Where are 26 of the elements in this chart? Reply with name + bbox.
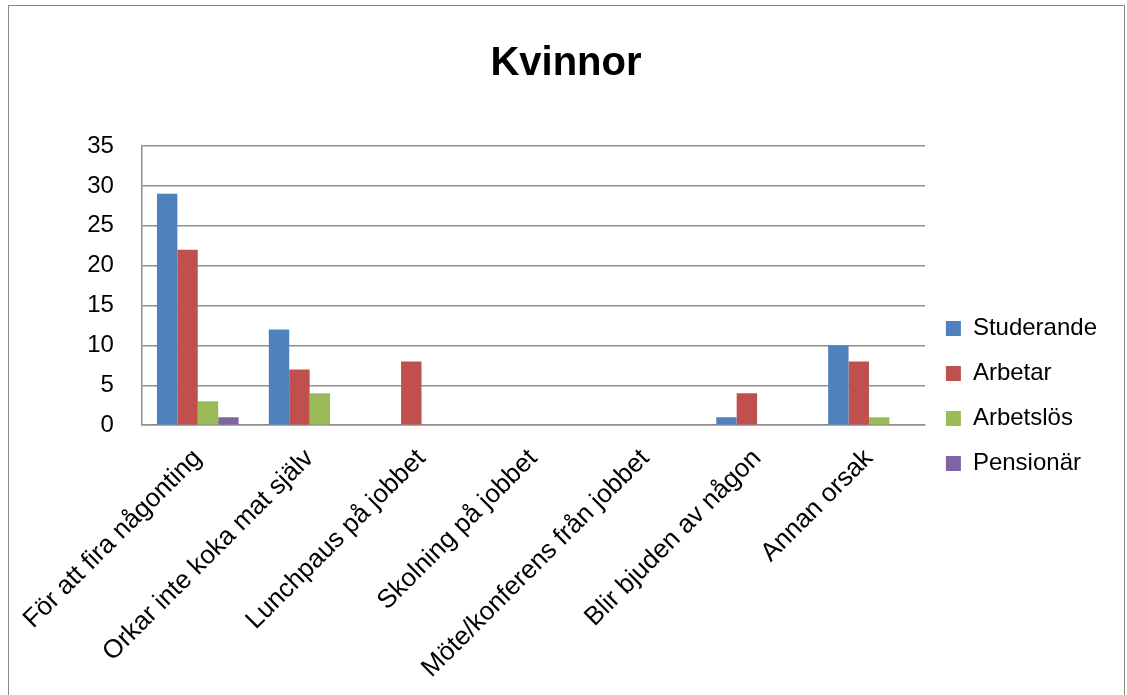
bar xyxy=(177,249,198,425)
y-tick-label: 30 xyxy=(87,170,114,198)
bar xyxy=(736,393,758,425)
y-tick-label: 0 xyxy=(100,409,114,437)
bar xyxy=(716,417,737,425)
legend-label: Studerande xyxy=(972,313,1098,341)
bar xyxy=(218,417,239,425)
y-tick-label: 35 xyxy=(87,130,114,158)
bar xyxy=(156,193,178,425)
y-tick-label: 5 xyxy=(100,369,114,397)
bar xyxy=(289,369,310,425)
legend-label: Arbetar xyxy=(972,358,1052,386)
legend-label: Pensionär xyxy=(972,448,1081,476)
bar xyxy=(401,361,422,425)
chart-title: Kvinnor xyxy=(490,39,642,84)
bar xyxy=(828,345,849,425)
bar xyxy=(868,417,890,425)
bar xyxy=(197,401,219,425)
y-tick-label: 25 xyxy=(87,210,114,238)
bar xyxy=(309,393,331,425)
y-tick-label: 10 xyxy=(87,330,114,358)
y-tick-label: 15 xyxy=(87,290,114,318)
bar xyxy=(268,329,290,425)
y-tick-label: 20 xyxy=(87,250,114,278)
legend-label: Arbetslös xyxy=(972,403,1073,431)
bar xyxy=(848,361,869,425)
